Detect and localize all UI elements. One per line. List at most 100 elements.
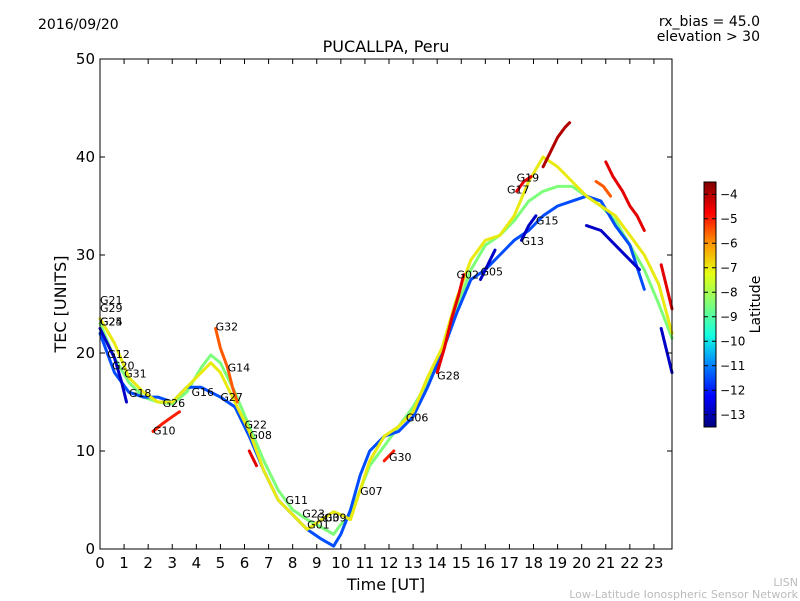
colorbar-tick-label: −10 bbox=[720, 334, 745, 348]
x-tick-label: 2 bbox=[143, 554, 153, 572]
axes-layer: 0 1 2 3 4 5 6 7 8 9 10 11 12 13 14 15 16 17 18 19 20 21 22 2301… bbox=[76, 50, 672, 572]
series-line-9 bbox=[479, 248, 497, 281]
satellite-label: G18 bbox=[129, 387, 152, 400]
x-tick-label: 21 bbox=[596, 554, 615, 572]
x-tick-label: 13 bbox=[404, 554, 423, 572]
y-tick-label: 0 bbox=[85, 540, 95, 558]
series-line-6 bbox=[247, 449, 258, 468]
series-line-16 bbox=[659, 263, 674, 311]
x-tick-label: 7 bbox=[264, 554, 274, 572]
colorbar-tick-label: −4 bbox=[720, 187, 738, 201]
satellite-label: G21 bbox=[100, 294, 123, 307]
x-tick-label: 5 bbox=[216, 554, 226, 572]
x-tick-label: 3 bbox=[167, 554, 177, 572]
satellite-label: G29 bbox=[100, 302, 123, 315]
colorbar-label: Latitude bbox=[748, 276, 764, 334]
y-tick-label: 50 bbox=[76, 50, 95, 68]
colorbar-tick-label: −8 bbox=[720, 285, 738, 299]
satellite-label: G17 bbox=[507, 183, 530, 196]
x-axis-label: Time [UT] bbox=[346, 575, 425, 594]
series-line-7 bbox=[382, 449, 396, 463]
elevation-label: elevation > 30 bbox=[656, 29, 760, 45]
series-line-14 bbox=[594, 180, 613, 198]
colorbar-tick-label: −5 bbox=[720, 212, 738, 226]
satellite-label: G05 bbox=[481, 266, 504, 279]
y-tick-label: 40 bbox=[76, 148, 95, 166]
satellite-label: G24 bbox=[100, 316, 123, 329]
series-line-3 bbox=[98, 327, 128, 404]
x-tick-label: 14 bbox=[428, 554, 447, 572]
x-tick-label: 11 bbox=[355, 554, 374, 572]
colorbar-tick-label: −6 bbox=[720, 236, 738, 250]
satellite-label: G12 bbox=[107, 348, 130, 361]
series-line-8 bbox=[435, 273, 466, 375]
satellite-label: G20 bbox=[112, 360, 135, 373]
x-tick-label: 20 bbox=[572, 554, 591, 572]
series-line-17 bbox=[585, 224, 641, 272]
satellite-label: G03 bbox=[317, 512, 340, 525]
x-tick-label: 9 bbox=[312, 554, 322, 572]
series-line-0 bbox=[98, 184, 674, 536]
series-line-15 bbox=[659, 327, 674, 375]
x-tick-label: 15 bbox=[452, 554, 471, 572]
satellite-label: G09 bbox=[324, 512, 347, 525]
series-line-5 bbox=[214, 327, 239, 404]
satellite-label: G27 bbox=[220, 391, 243, 404]
satellite-label: G15 bbox=[536, 215, 559, 228]
satellite-label: G23 bbox=[302, 508, 325, 521]
colorbar-tick-label: −7 bbox=[720, 261, 738, 275]
x-tick-label: 6 bbox=[240, 554, 250, 572]
satellite-label: G02 bbox=[456, 269, 479, 282]
satellite-label: G22 bbox=[245, 418, 268, 431]
satellite-label: G19 bbox=[517, 172, 540, 185]
x-tick-label: 22 bbox=[620, 554, 639, 572]
x-tick-label: 19 bbox=[548, 554, 567, 572]
x-tick-label: 1 bbox=[119, 554, 129, 572]
colorbar-tick-label: −11 bbox=[720, 359, 745, 373]
colorbar-ticks: −4 −5 −6 −7 −8 −9 −10 −11 −12 −13 bbox=[704, 187, 745, 422]
satellite-label: G28 bbox=[437, 369, 460, 382]
series-layer bbox=[98, 121, 674, 548]
satellite-label: G07 bbox=[360, 485, 383, 498]
chart-title: PUCALLPA, Peru bbox=[322, 37, 450, 56]
satellite-label: G10 bbox=[153, 424, 176, 437]
satellite-label: G13 bbox=[521, 235, 544, 248]
series-line-10 bbox=[520, 214, 538, 242]
satellite-label: G14 bbox=[228, 362, 251, 375]
satellite-label: G11 bbox=[285, 494, 308, 507]
satellite-label: G26 bbox=[163, 397, 186, 410]
x-tick-label: 4 bbox=[192, 554, 202, 572]
series-line-4 bbox=[151, 410, 181, 433]
y-tick-label: 10 bbox=[76, 442, 95, 460]
x-tick-label: 17 bbox=[500, 554, 519, 572]
satellite-label: G08 bbox=[249, 429, 272, 442]
satellite-label: G16 bbox=[192, 386, 215, 399]
date-label: 2016/09/20 bbox=[38, 17, 119, 33]
plot-frame bbox=[99, 58, 673, 550]
series-line-11 bbox=[515, 175, 533, 193]
x-tick-label: 8 bbox=[288, 554, 298, 572]
satellite-label: G06 bbox=[406, 412, 429, 425]
colorbar-tick-label: −9 bbox=[720, 310, 738, 324]
satellite-label: G30 bbox=[389, 451, 412, 464]
y-axis-label: TEC [UNITS] bbox=[51, 256, 70, 354]
series-line-1 bbox=[98, 194, 646, 548]
satellite-label: G31 bbox=[124, 368, 147, 381]
x-tick-label: 18 bbox=[524, 554, 543, 572]
satellite-label: G01 bbox=[307, 518, 330, 531]
satellite-label: G25 bbox=[100, 316, 123, 329]
colorbar-tick-label: −13 bbox=[720, 408, 745, 422]
series-line-2 bbox=[98, 155, 674, 531]
x-tick-label: 23 bbox=[644, 554, 663, 572]
footer-network-name: Low-Latitude Ionospheric Sensor Network bbox=[569, 588, 798, 601]
series-line-13 bbox=[604, 160, 646, 232]
y-tick-label: 30 bbox=[76, 246, 95, 264]
x-tick-label: 10 bbox=[331, 554, 350, 572]
colorbar-tick-label: −12 bbox=[720, 383, 745, 397]
footer-network-abbrev: LISN bbox=[773, 576, 798, 589]
rx-bias-label: rx_bias = 45.0 bbox=[658, 14, 760, 30]
x-tick-label: 0 bbox=[95, 554, 105, 572]
y-tick-label: 20 bbox=[76, 344, 95, 362]
